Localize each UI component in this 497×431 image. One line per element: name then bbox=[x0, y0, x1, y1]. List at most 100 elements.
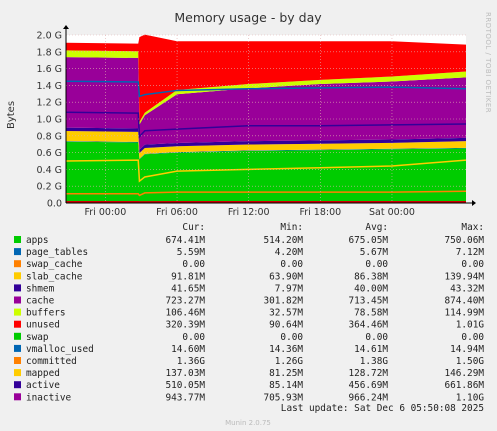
y-tick-label: 0.2 G bbox=[37, 182, 63, 193]
legend-header-avg: Avg: bbox=[365, 222, 388, 233]
chart-title: Memory usage - by day bbox=[174, 10, 322, 25]
legend-name-page_tables: page_tables bbox=[26, 247, 88, 258]
legend-min-committed: 1.26G bbox=[275, 356, 304, 367]
legend-max-apps: 750.06M bbox=[444, 235, 484, 246]
legend-max-swap: 0.00 bbox=[461, 332, 484, 343]
plot-area: 0.0 0.2 G 0.4 G 0.6 G 0.8 G 1.0 G 1.2 G 1.4 G 1.… bbox=[37, 25, 476, 218]
x-tick-label: Fri 00:00 bbox=[85, 207, 127, 218]
legend-avg-apps: 675.05M bbox=[348, 235, 388, 246]
legend-max-swap_cache: 0.00 bbox=[461, 259, 484, 270]
legend-max-vmalloc_used: 14.94M bbox=[450, 344, 484, 355]
legend-cur-active: 510.05M bbox=[165, 380, 205, 391]
legend-min-inactive: 705.93M bbox=[263, 392, 303, 403]
line-inactive bbox=[65, 111, 467, 139]
legend-header-cur: Cur: bbox=[182, 222, 205, 233]
legend-cur-buffers: 106.46M bbox=[165, 308, 205, 319]
legend-header-max: Max: bbox=[461, 222, 484, 233]
area-unused bbox=[66, 34, 466, 122]
legend-swatch-shmem bbox=[14, 284, 21, 292]
legend-avg-buffers: 78.58M bbox=[354, 308, 388, 319]
legend-cur-swap: 0.00 bbox=[182, 332, 205, 343]
y-tick-label: 0.0 bbox=[47, 199, 62, 210]
area-shmem bbox=[66, 127, 466, 154]
legend-avg-active: 456.69M bbox=[348, 380, 388, 391]
legend-name-committed: committed bbox=[26, 356, 77, 367]
legend-cur-inactive: 943.77M bbox=[165, 392, 205, 403]
legend-cur-shmem: 41.65M bbox=[171, 283, 205, 294]
legend-swatch-slab_cache bbox=[14, 272, 21, 280]
x-axis-arrow bbox=[472, 200, 476, 206]
legend-name-swap: swap bbox=[26, 332, 49, 343]
legend-max-mapped: 146.29M bbox=[444, 368, 484, 379]
legend-avg-slab_cache: 86.38M bbox=[354, 271, 388, 282]
legend-name-swap_cache: swap_cache bbox=[26, 259, 83, 270]
legend-min-swap_cache: 0.00 bbox=[280, 259, 303, 270]
legend-max-inactive: 1.10G bbox=[456, 392, 485, 403]
legend-max-cache: 874.40M bbox=[444, 296, 484, 307]
legend-cur-committed: 1.36G bbox=[177, 356, 206, 367]
y-tick-label: 1.4 G bbox=[37, 81, 63, 92]
y-tick-label: 0.8 G bbox=[37, 131, 63, 142]
legend-swatch-unused bbox=[14, 320, 21, 328]
legend-avg-unused: 364.46M bbox=[348, 320, 388, 331]
legend-avg-cache: 713.45M bbox=[348, 296, 388, 307]
legend-max-buffers: 114.99M bbox=[444, 308, 484, 319]
legend-name-buffers: buffers bbox=[26, 308, 66, 319]
legend-min-page_tables: 4.20M bbox=[275, 247, 304, 258]
legend-max-page_tables: 7.12M bbox=[456, 247, 485, 258]
y-tick-label: 1.0 G bbox=[37, 115, 63, 126]
y-tick-label: 1.8 G bbox=[37, 47, 63, 58]
rrdtool-credit: RRDTOOL / TOBI OETIKER bbox=[484, 12, 492, 113]
legend-name-apps: apps bbox=[26, 235, 49, 246]
legend-cur-swap_cache: 0.00 bbox=[182, 259, 205, 270]
legend-avg-inactive: 966.24M bbox=[348, 392, 388, 403]
legend-cur-mapped: 137.03M bbox=[165, 368, 205, 379]
legend-avg-shmem: 40.00M bbox=[354, 283, 388, 294]
area-slab_cache bbox=[66, 131, 466, 159]
legend-min-vmalloc_used: 14.36M bbox=[269, 344, 303, 355]
legend-min-cache: 301.82M bbox=[263, 296, 303, 307]
legend-name-shmem: shmem bbox=[26, 283, 55, 294]
y-axis-label: Bytes bbox=[6, 101, 17, 129]
legend-max-unused: 1.01G bbox=[456, 320, 485, 331]
legend-min-slab_cache: 63.90M bbox=[269, 271, 303, 282]
legend-name-mapped: mapped bbox=[26, 368, 60, 379]
y-axis-arrow bbox=[63, 25, 69, 29]
legend-swatch-buffers bbox=[14, 308, 21, 316]
legend-cur-apps: 674.41M bbox=[165, 235, 205, 246]
legend-avg-committed: 1.38G bbox=[360, 356, 389, 367]
legend-swatch-active bbox=[14, 381, 21, 389]
legend-name-inactive: inactive bbox=[26, 392, 72, 403]
legend-swatch-inactive bbox=[14, 393, 21, 401]
legend-min-swap: 0.00 bbox=[280, 332, 303, 343]
x-tick-label: Sat 00:00 bbox=[369, 207, 415, 218]
legend-swatch-apps bbox=[14, 236, 21, 243]
legend-max-shmem: 43.32M bbox=[450, 283, 484, 294]
legend-cur-unused: 320.39M bbox=[165, 320, 205, 331]
legend-name-slab_cache: slab_cache bbox=[26, 271, 83, 282]
legend-swatch-vmalloc_used bbox=[14, 344, 21, 352]
legend-swatch-swap_cache bbox=[14, 260, 21, 268]
line-mapped bbox=[66, 190, 467, 197]
legend-min-unused: 90.64M bbox=[269, 320, 303, 331]
legend-min-apps: 514.20M bbox=[263, 235, 303, 246]
y-tick-label: 2.0 G bbox=[37, 31, 63, 42]
y-tick-label: 1.6 G bbox=[37, 64, 63, 75]
legend-min-mapped: 81.25M bbox=[269, 368, 303, 379]
legend-swatch-committed bbox=[14, 357, 21, 364]
legend-min-active: 85.14M bbox=[269, 380, 303, 391]
legend-avg-vmalloc_used: 14.61M bbox=[354, 344, 388, 355]
legend-swatch-swap bbox=[14, 332, 21, 340]
legend-avg-swap_cache: 0.00 bbox=[365, 259, 388, 270]
legend-name-unused: unused bbox=[26, 320, 60, 331]
legend-min-buffers: 32.57M bbox=[269, 308, 303, 319]
x-tick-label: Fri 06:00 bbox=[156, 207, 198, 218]
legend-cur-slab_cache: 91.81M bbox=[171, 271, 205, 282]
x-tick-label: Fri 12:00 bbox=[228, 207, 270, 218]
legend-avg-page_tables: 5.67M bbox=[360, 247, 389, 258]
line-committed bbox=[65, 80, 467, 98]
legend-max-active: 661.86M bbox=[444, 380, 484, 391]
legend-avg-mapped: 128.72M bbox=[348, 368, 388, 379]
x-tick-label: Fri 18:00 bbox=[299, 207, 341, 218]
legend: Cur: Min: Avg: Max: apps 674.41M 514.20M 675.05… bbox=[14, 222, 484, 403]
